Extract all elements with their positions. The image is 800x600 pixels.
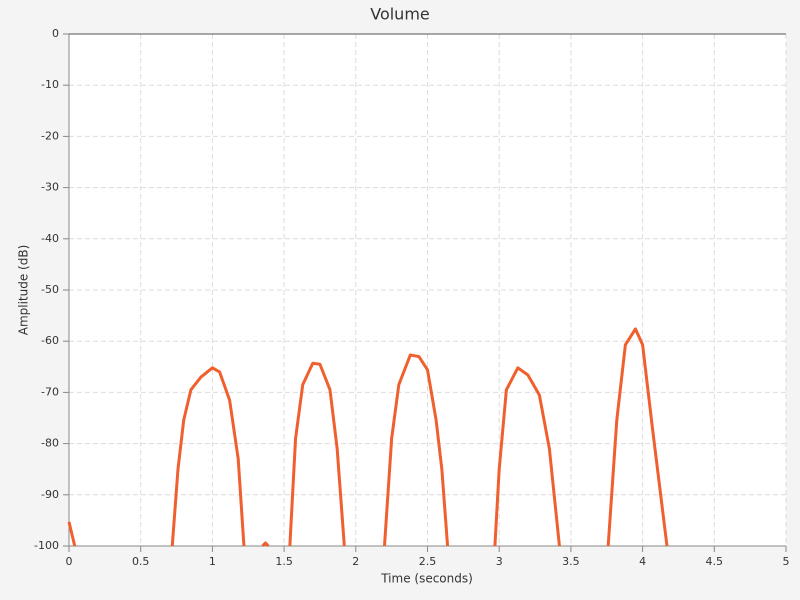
- y-tick-label: -30: [41, 181, 59, 194]
- x-tick-label: 3.5: [562, 555, 580, 568]
- x-tick-label: 1.5: [275, 555, 293, 568]
- x-tick-label: 2.5: [419, 555, 437, 568]
- line-series: [67, 327, 669, 548]
- y-tick-label: -80: [41, 437, 59, 450]
- y-tick-label: -20: [41, 129, 59, 142]
- y-tick-label: -40: [41, 232, 59, 245]
- y-tick-label: -100: [34, 539, 59, 552]
- x-tick-label: 5: [783, 555, 790, 568]
- x-tick-label: 4: [639, 555, 646, 568]
- y-tick-label: 0: [52, 27, 59, 40]
- x-tick-label: 0: [66, 555, 73, 568]
- chart-title: Volume: [370, 5, 430, 24]
- y-tick-label: -50: [41, 283, 59, 296]
- y-axis-label: Amplitude (dB): [17, 245, 31, 336]
- x-tick-label: 3: [496, 555, 503, 568]
- x-tick-label: 4.5: [706, 555, 724, 568]
- x-axis-label: Time (seconds): [380, 572, 473, 586]
- y-tick-label: -90: [41, 488, 59, 501]
- x-tick-label: 2: [352, 555, 359, 568]
- y-tick-label: -70: [41, 385, 59, 398]
- y-tick-label: -10: [41, 78, 59, 91]
- y-tick-label: -60: [41, 334, 59, 347]
- x-tick-label: 0.5: [132, 555, 150, 568]
- x-tick-label: 1: [209, 555, 216, 568]
